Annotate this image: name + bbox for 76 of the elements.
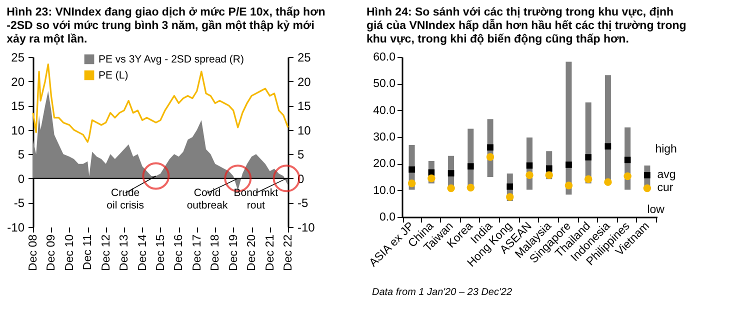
legend-label: PE (L) (98, 69, 128, 82)
line-series (32, 63, 289, 143)
y-tick-label: 15 (11, 99, 25, 114)
x-tick-label: Dec 22 (282, 234, 294, 271)
point (624, 172, 632, 180)
y2-tick-label: 5 (298, 148, 304, 162)
y-tick-label: -10 (7, 220, 25, 234)
annotation: Covid outbreak (186, 187, 228, 212)
y-tick-label: 20 (11, 74, 25, 89)
series-label: cur (657, 182, 674, 194)
point (448, 170, 454, 176)
chart-title: Hình 23: VNIndex đang giao dịch ở mức P/E 10x, thấp hơn -2SD so với mức trung bình 3 năm, gần một thập kỷ mới xảy ra một lần. (6, 6, 326, 46)
point (566, 162, 572, 168)
x-tick-label: Dec 18 (210, 234, 222, 271)
y-tick-label: 25 (11, 50, 25, 64)
point (564, 182, 573, 190)
y2-tick-label: 15 (298, 99, 312, 114)
point (408, 166, 415, 173)
x-tick-label: Dec 10 (64, 234, 76, 271)
x-tick-label: Dec 19 (228, 234, 240, 271)
x-tick-label: Dec 13 (118, 234, 131, 271)
y-tick-label: 10 (11, 123, 25, 138)
y-tick-label: 10.0 (373, 184, 396, 197)
x-tick-label: Dec 17 (191, 234, 204, 271)
point (526, 171, 534, 179)
annotation: Bond mkt rout (234, 187, 278, 212)
x-tick-label: Dec 15 (154, 234, 167, 271)
y2-tick-label: 10 (298, 123, 312, 138)
x-tick-label: Dec 12 (100, 234, 112, 271)
y-tick-label: 0 (18, 172, 25, 186)
y-tick-label: 60.0 (373, 52, 396, 64)
point (624, 156, 631, 164)
x-tick-label: Dec 16 (173, 234, 186, 271)
annotation: Crude oil crisis (106, 187, 144, 212)
bar (566, 62, 572, 195)
x-tick-label: Dec 08 (28, 234, 40, 271)
point (486, 153, 494, 161)
y-tick-label: 40.0 (373, 104, 396, 117)
point (447, 184, 455, 192)
point (604, 178, 612, 186)
y-tick-label: 20.0 (373, 158, 396, 170)
point (487, 144, 494, 151)
chart-title: Hình 24: So sánh với các thị trường trong khu vực, định giá của VNIndex hấp dẫn hơn hầu hết các thị trường trong khu vực, trong khi độ biến động cũng thấp hơn. (366, 6, 686, 46)
y2-tick-label: 20 (298, 74, 312, 89)
x-tick-label: Dec 14 (136, 234, 149, 271)
point (466, 184, 475, 192)
point (467, 163, 474, 170)
legend-label: PE vs 3Y Avg - 2SD spread (R) (98, 53, 244, 66)
point (643, 184, 652, 192)
point (428, 174, 436, 182)
y2-tick-label: 25 (298, 50, 312, 64)
x-tick-label: Dec 21 (264, 234, 276, 271)
x-tick-label: Dec 09 (46, 234, 58, 271)
y-tick-label: 0.0 (380, 212, 396, 224)
y2-tick-label: -5 (298, 196, 308, 210)
y-tick-label: -5 (14, 196, 25, 210)
point (585, 154, 592, 160)
point (506, 193, 514, 201)
point (644, 172, 650, 178)
y2-tick-label: -10 (298, 220, 316, 234)
point (408, 180, 416, 188)
point (604, 143, 612, 150)
point (584, 175, 592, 183)
x-tick-label: Dec 20 (246, 234, 258, 271)
y-tick-label: 50.0 (373, 78, 396, 90)
annotation: low (647, 204, 666, 216)
series-label: avg (657, 169, 676, 182)
point (545, 171, 553, 179)
point (546, 165, 552, 172)
point (526, 162, 533, 169)
text: Data from 1 Jan'20 – 23 Dec'22 (372, 287, 512, 298)
y-tick-label: 5 (18, 148, 25, 162)
annotation: high (655, 144, 677, 156)
y-tick-label: 30.0 (373, 132, 396, 144)
point (506, 183, 514, 190)
x-tick-label: Dec 11 (82, 234, 94, 270)
